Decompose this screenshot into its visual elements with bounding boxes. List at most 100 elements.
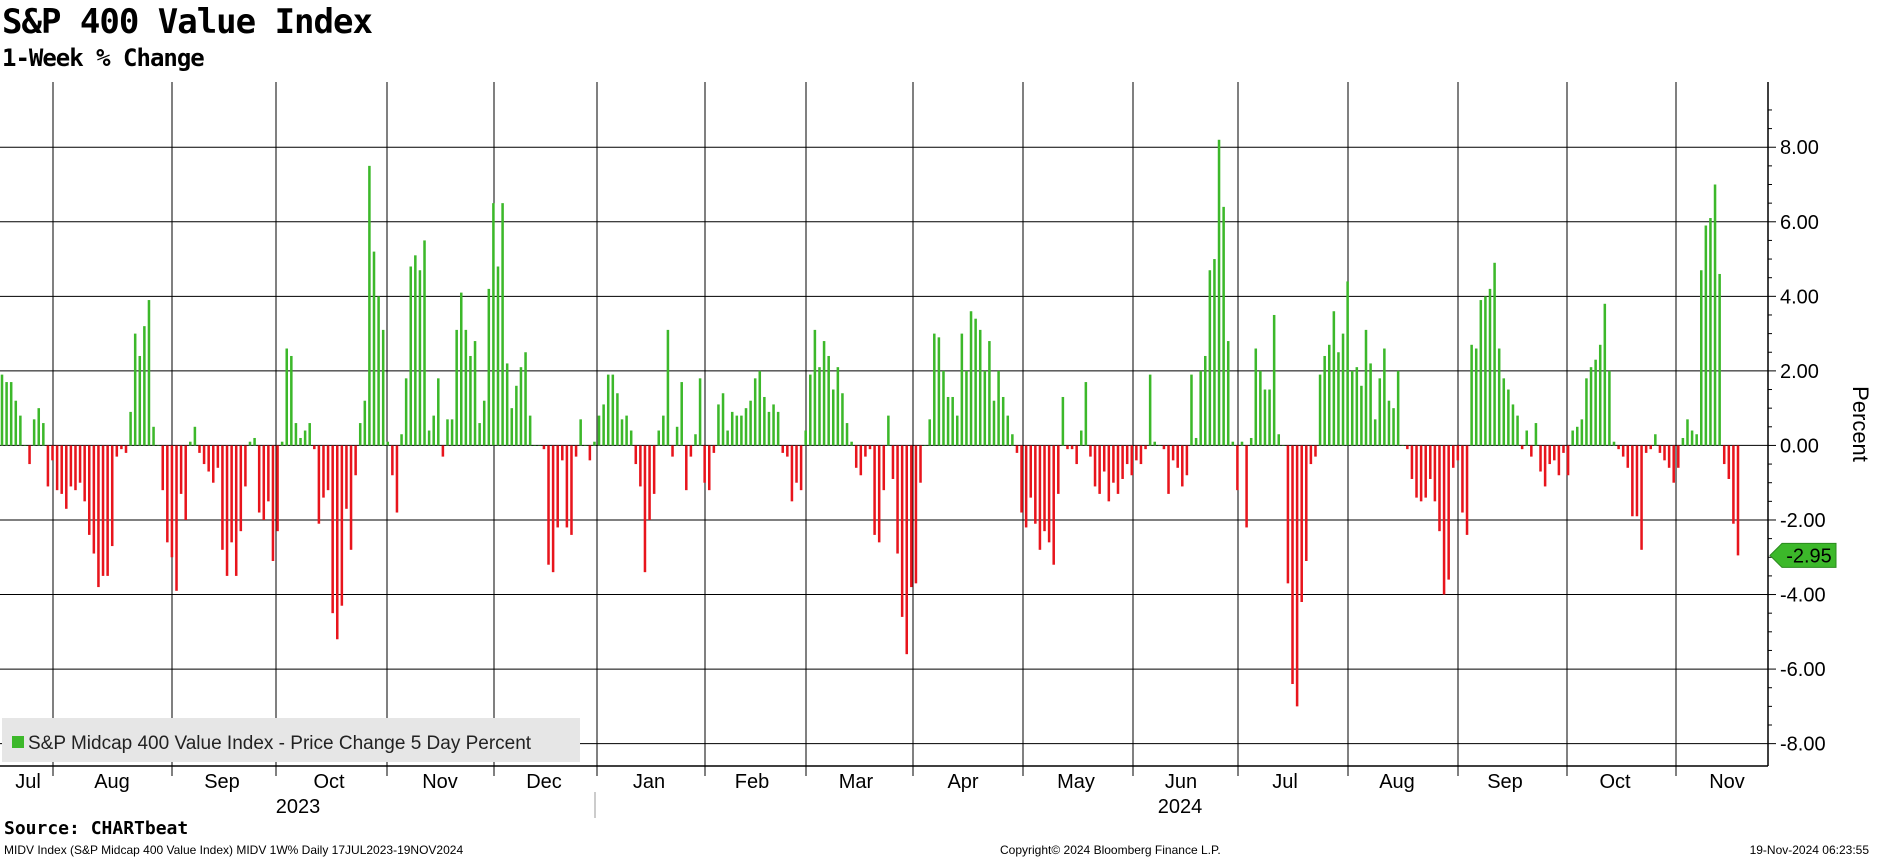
bar xyxy=(1589,367,1593,446)
bar xyxy=(1277,434,1281,446)
bar xyxy=(1093,445,1097,487)
bar xyxy=(1525,430,1529,446)
bar xyxy=(1451,445,1455,468)
bar xyxy=(1020,445,1023,513)
bar xyxy=(1194,437,1198,446)
bar xyxy=(1286,445,1290,584)
bar xyxy=(1254,348,1258,446)
bar xyxy=(928,419,931,446)
bar xyxy=(992,400,996,446)
bar xyxy=(299,437,302,446)
bar xyxy=(87,445,91,535)
bar xyxy=(648,445,651,520)
bar xyxy=(753,378,757,446)
bar xyxy=(1327,344,1331,446)
bar xyxy=(423,240,426,446)
y-tick-label: -2.00 xyxy=(1780,510,1826,532)
bar xyxy=(680,382,683,446)
bar xyxy=(1493,262,1496,446)
bar xyxy=(629,430,633,446)
bar xyxy=(510,408,514,446)
bar xyxy=(1167,445,1170,494)
x-month-label: Sep xyxy=(204,771,240,793)
bar xyxy=(937,337,941,446)
bar xyxy=(322,445,325,498)
bar xyxy=(437,378,440,446)
bar xyxy=(1369,363,1372,446)
bar xyxy=(868,445,872,450)
data-bars xyxy=(0,139,1740,707)
bar xyxy=(795,445,798,483)
bar xyxy=(910,445,913,588)
bar xyxy=(781,445,785,453)
bar xyxy=(473,341,477,446)
legend-background xyxy=(2,718,580,762)
bar xyxy=(1470,344,1473,446)
x-month-label: Jun xyxy=(1165,771,1197,793)
bar xyxy=(239,445,243,532)
bar xyxy=(207,445,210,472)
bar-chart: 8.00 6.00 4.00 2.00 0.00 -2.00 -4.00 -6.00 -8.00… xyxy=(0,82,1873,818)
bar xyxy=(372,251,376,446)
bar xyxy=(965,370,968,446)
bar xyxy=(772,404,775,446)
bar xyxy=(464,329,468,446)
bar xyxy=(1135,445,1138,461)
y-tick-label: 0.00 xyxy=(1780,435,1819,457)
bar xyxy=(285,348,289,446)
bar xyxy=(106,445,109,576)
bar xyxy=(1438,445,1441,532)
bar xyxy=(1722,445,1726,465)
bar xyxy=(799,445,803,491)
bar xyxy=(666,329,670,446)
bar xyxy=(1263,389,1267,446)
bar xyxy=(1392,408,1395,446)
bar xyxy=(983,370,987,446)
bar xyxy=(391,445,394,476)
bar xyxy=(1043,445,1046,532)
bar xyxy=(147,300,151,446)
bar xyxy=(294,423,298,446)
axes: 8.00 6.00 4.00 2.00 0.00 -2.00 -4.00 -6.00 -8.00… xyxy=(0,82,1837,818)
bar xyxy=(290,355,293,446)
bar xyxy=(1612,441,1616,446)
y-tick-label: 8.00 xyxy=(1780,137,1819,159)
bar xyxy=(1144,445,1147,450)
bar xyxy=(1015,445,1019,453)
bar xyxy=(1098,445,1101,494)
bar xyxy=(308,423,311,446)
bar xyxy=(657,430,661,446)
bar xyxy=(1571,430,1574,446)
bar xyxy=(271,445,275,561)
bar xyxy=(1396,370,1400,446)
bar xyxy=(5,382,8,446)
bar xyxy=(1681,437,1685,446)
bar xyxy=(1732,445,1735,524)
bar xyxy=(1575,426,1579,446)
bar xyxy=(386,441,390,446)
bar xyxy=(1024,445,1028,528)
bar xyxy=(1603,303,1607,446)
bar xyxy=(744,408,748,446)
bar xyxy=(1181,445,1184,487)
y-tick-label: 2.00 xyxy=(1780,361,1819,383)
bar xyxy=(1360,385,1363,446)
bar xyxy=(726,430,729,446)
bar xyxy=(427,430,431,446)
bar xyxy=(313,445,316,450)
bar xyxy=(469,355,472,446)
bar xyxy=(418,270,422,446)
bar xyxy=(570,445,573,535)
bar xyxy=(639,445,642,487)
bar xyxy=(634,445,638,465)
bar xyxy=(707,445,711,491)
bar xyxy=(1424,445,1427,498)
last-value-badge xyxy=(1769,542,1837,568)
bar xyxy=(689,445,693,457)
bar xyxy=(202,445,206,465)
bar xyxy=(1543,445,1547,487)
bar xyxy=(1057,445,1060,494)
bar xyxy=(1548,445,1551,465)
bar xyxy=(1222,206,1225,446)
bar xyxy=(955,415,959,446)
